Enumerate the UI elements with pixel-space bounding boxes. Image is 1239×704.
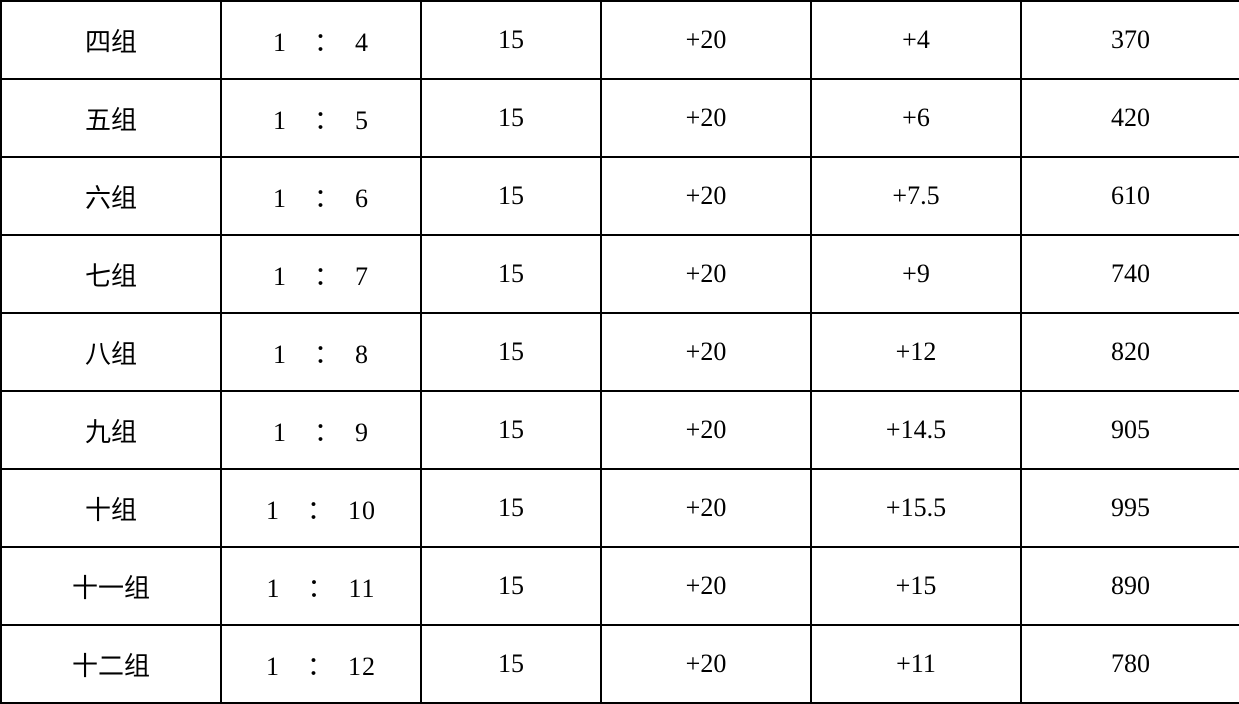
cell-col3: 15	[421, 235, 601, 313]
cell-col5: +11	[811, 625, 1021, 703]
table-row: 十组 1 ： 10 15 +20 +15.5 995	[1, 469, 1239, 547]
cell-ratio: 1 ： 5	[221, 79, 421, 157]
cell-col3: 15	[421, 391, 601, 469]
cell-col5: +4	[811, 1, 1021, 79]
table-row: 四组 1 ： 4 15 +20 +4 370	[1, 1, 1239, 79]
cell-col5: +7.5	[811, 157, 1021, 235]
table-container: 四组 1 ： 4 15 +20 +4 370 五组 1 ： 5 15 +20 +…	[0, 0, 1239, 672]
cell-col4: +20	[601, 1, 811, 79]
table-row: 七组 1 ： 7 15 +20 +9 740	[1, 235, 1239, 313]
cell-col6: 890	[1021, 547, 1239, 625]
cell-ratio: 1 ： 7	[221, 235, 421, 313]
cell-ratio: 1 ： 11	[221, 547, 421, 625]
cell-col4: +20	[601, 547, 811, 625]
table-row: 八组 1 ： 8 15 +20 +12 820	[1, 313, 1239, 391]
cell-ratio: 1 ： 12	[221, 625, 421, 703]
table-row: 五组 1 ： 5 15 +20 +6 420	[1, 79, 1239, 157]
cell-col3: 15	[421, 1, 601, 79]
table-body: 四组 1 ： 4 15 +20 +4 370 五组 1 ： 5 15 +20 +…	[1, 1, 1239, 703]
cell-col3: 15	[421, 157, 601, 235]
cell-ratio: 1 ： 10	[221, 469, 421, 547]
cell-ratio: 1 ： 9	[221, 391, 421, 469]
cell-ratio: 1 ： 4	[221, 1, 421, 79]
cell-col3: 15	[421, 547, 601, 625]
cell-col6: 995	[1021, 469, 1239, 547]
cell-col6: 780	[1021, 625, 1239, 703]
cell-ratio: 1 ： 6	[221, 157, 421, 235]
cell-col6: 820	[1021, 313, 1239, 391]
cell-col5: +14.5	[811, 391, 1021, 469]
table-row: 九组 1 ： 9 15 +20 +14.5 905	[1, 391, 1239, 469]
cell-label: 十组	[1, 469, 221, 547]
cell-label: 五组	[1, 79, 221, 157]
cell-col6: 370	[1021, 1, 1239, 79]
cell-label: 十二组	[1, 625, 221, 703]
cell-col4: +20	[601, 625, 811, 703]
cell-col5: +6	[811, 79, 1021, 157]
data-table: 四组 1 ： 4 15 +20 +4 370 五组 1 ： 5 15 +20 +…	[0, 0, 1239, 704]
cell-col3: 15	[421, 625, 601, 703]
cell-col5: +12	[811, 313, 1021, 391]
cell-col4: +20	[601, 79, 811, 157]
cell-col4: +20	[601, 157, 811, 235]
cell-col6: 740	[1021, 235, 1239, 313]
cell-col6: 420	[1021, 79, 1239, 157]
cell-col5: +9	[811, 235, 1021, 313]
cell-col5: +15	[811, 547, 1021, 625]
table-row: 十二组 1 ： 12 15 +20 +11 780	[1, 625, 1239, 703]
cell-col4: +20	[601, 469, 811, 547]
cell-label: 七组	[1, 235, 221, 313]
table-row: 十一组 1 ： 11 15 +20 +15 890	[1, 547, 1239, 625]
cell-col4: +20	[601, 391, 811, 469]
cell-col6: 905	[1021, 391, 1239, 469]
cell-col4: +20	[601, 313, 811, 391]
cell-col4: +20	[601, 235, 811, 313]
cell-col3: 15	[421, 79, 601, 157]
cell-label: 四组	[1, 1, 221, 79]
table-row: 六组 1 ： 6 15 +20 +7.5 610	[1, 157, 1239, 235]
cell-label: 十一组	[1, 547, 221, 625]
cell-label: 九组	[1, 391, 221, 469]
cell-col6: 610	[1021, 157, 1239, 235]
cell-col3: 15	[421, 313, 601, 391]
cell-col3: 15	[421, 469, 601, 547]
cell-ratio: 1 ： 8	[221, 313, 421, 391]
cell-label: 六组	[1, 157, 221, 235]
cell-label: 八组	[1, 313, 221, 391]
cell-col5: +15.5	[811, 469, 1021, 547]
